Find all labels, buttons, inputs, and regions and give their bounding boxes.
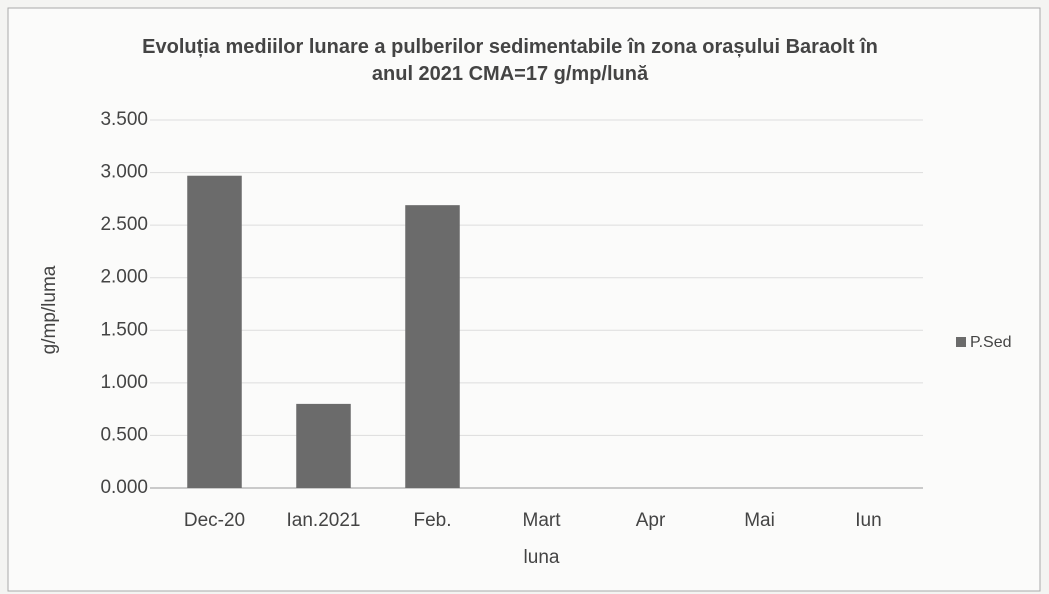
y-tick-label: 2.500: [100, 214, 148, 235]
bar: [187, 175, 242, 488]
legend-swatch: [956, 337, 966, 347]
y-axis-label: g/mp/luma: [39, 265, 60, 354]
chart-title: Evoluția mediilor lunare a pulberilor se…: [142, 36, 878, 85]
chart-frame: [7, 7, 1041, 592]
bar: [405, 205, 460, 488]
x-tick-label: Iun: [855, 510, 881, 531]
y-tick-label: 1.500: [100, 319, 148, 340]
y-tick-label: 2.000: [100, 267, 148, 288]
legend-label: P.Sed: [970, 334, 1012, 351]
y-tick-label: 3.000: [100, 162, 148, 183]
y-tick-label: 1.000: [100, 372, 148, 393]
y-tick-label: 3.500: [100, 109, 148, 130]
x-tick-label: Feb.: [413, 510, 451, 531]
x-tick-label: Dec-20: [184, 510, 245, 531]
x-axis-label: luna: [524, 547, 560, 568]
x-tick-label: Mai: [744, 510, 775, 531]
x-tick-label: Mart: [523, 510, 562, 531]
y-tick-label: 0.500: [100, 424, 148, 445]
x-tick-label: Ian.2021: [287, 510, 361, 531]
bar: [296, 403, 351, 488]
y-tick-label: 0.000: [100, 477, 148, 498]
x-tick-label: Apr: [636, 510, 666, 531]
